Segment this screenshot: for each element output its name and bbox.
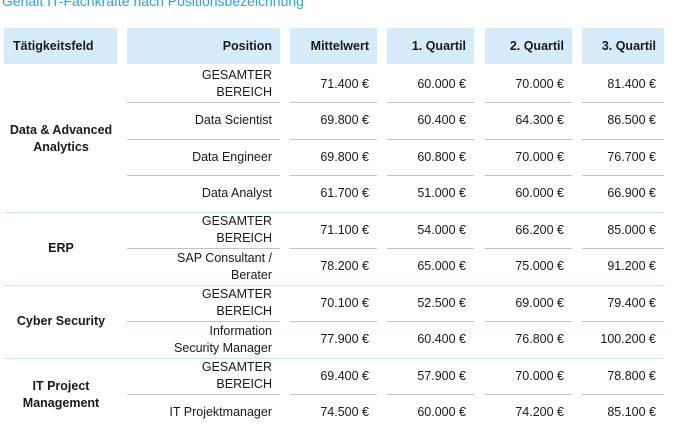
mittelwert-cell: 69.800 €	[290, 103, 377, 140]
field-label: Cyber Security	[4, 285, 118, 358]
mittelwert-cell: 78.200 €	[290, 249, 377, 286]
q2-cell: 64.300 €	[485, 103, 572, 140]
q3-cell: 86.500 €	[582, 103, 664, 140]
position-cell: Data Scientist	[127, 103, 280, 140]
q2-cell: 70.000 €	[485, 66, 572, 103]
q1-cell: 60.400 €	[387, 103, 474, 140]
q1-cell: 60.000 €	[387, 66, 474, 103]
q2-cell: 76.800 €	[485, 322, 572, 359]
mittelwert-cell: 71.100 €	[290, 212, 377, 249]
position-cell: GESAMTER BEREICH	[127, 358, 280, 395]
q1-cell: 60.000 €	[387, 395, 474, 431]
header-q3: 3. Quartil	[582, 28, 664, 64]
position-cell: Data Analyst	[127, 176, 280, 213]
q3-cell: 85.100 €	[582, 395, 664, 431]
q3-cell: 81.400 €	[582, 66, 664, 103]
q3-cell: 85.000 €	[582, 212, 664, 249]
header-position: Position	[127, 28, 280, 64]
q3-cell: 100.200 €	[582, 322, 664, 359]
q2-cell: 74.200 €	[485, 395, 572, 431]
field-label: IT Project Management	[4, 358, 118, 431]
q1-cell: 60.800 €	[387, 139, 474, 176]
q2-cell: 66.200 €	[485, 212, 572, 249]
position-cell: GESAMTER BEREICH	[127, 285, 280, 322]
mittelwert-cell: 69.400 €	[290, 358, 377, 395]
mittelwert-cell: 70.100 €	[290, 285, 377, 322]
position-cell: Data Engineer	[127, 139, 280, 176]
header-q1: 1. Quartil	[387, 28, 474, 64]
q3-cell: 76.700 €	[582, 139, 664, 176]
position-cell: IT Projektmanager	[127, 395, 280, 431]
header-q2: 2. Quartil	[485, 28, 572, 64]
mittelwert-cell: 77.900 €	[290, 322, 377, 359]
field-label: ERP	[4, 212, 118, 285]
page-title: Gehalt IT-Fachkräfte nach Positionsbezei…	[2, 0, 304, 9]
q1-cell: 52.500 €	[387, 285, 474, 322]
field-label: Data & Advanced Analytics	[4, 66, 118, 212]
q2-cell: 70.000 €	[485, 358, 572, 395]
q3-cell: 79.400 €	[582, 285, 664, 322]
q3-cell: 91.200 €	[582, 249, 664, 286]
q3-cell: 78.800 €	[582, 358, 664, 395]
mittelwert-cell: 61.700 €	[290, 176, 377, 213]
position-cell: SAP Consultant / Berater	[127, 249, 280, 286]
q1-cell: 65.000 €	[387, 249, 474, 286]
mittelwert-cell: 69.800 €	[290, 139, 377, 176]
q3-cell: 66.900 €	[582, 176, 664, 213]
mittelwert-cell: 71.400 €	[290, 66, 377, 103]
header-taetigkeitsfeld: Tätigkeitsfeld	[4, 28, 117, 64]
q2-cell: 70.000 €	[485, 139, 572, 176]
mittelwert-cell: 74.500 €	[290, 395, 377, 431]
position-cell: GESAMTER BEREICH	[127, 212, 280, 249]
q1-cell: 57.900 €	[387, 358, 474, 395]
header-mittelwert: Mittelwert	[290, 28, 377, 64]
position-cell: GESAMTER BEREICH	[127, 66, 280, 103]
q1-cell: 60.400 €	[387, 322, 474, 359]
position-cell: Information Security Manager	[127, 322, 280, 359]
q2-cell: 60.000 €	[485, 176, 572, 213]
q2-cell: 69.000 €	[485, 285, 572, 322]
q2-cell: 75.000 €	[485, 249, 572, 286]
q1-cell: 51.000 €	[387, 176, 474, 213]
q1-cell: 54.000 €	[387, 212, 474, 249]
